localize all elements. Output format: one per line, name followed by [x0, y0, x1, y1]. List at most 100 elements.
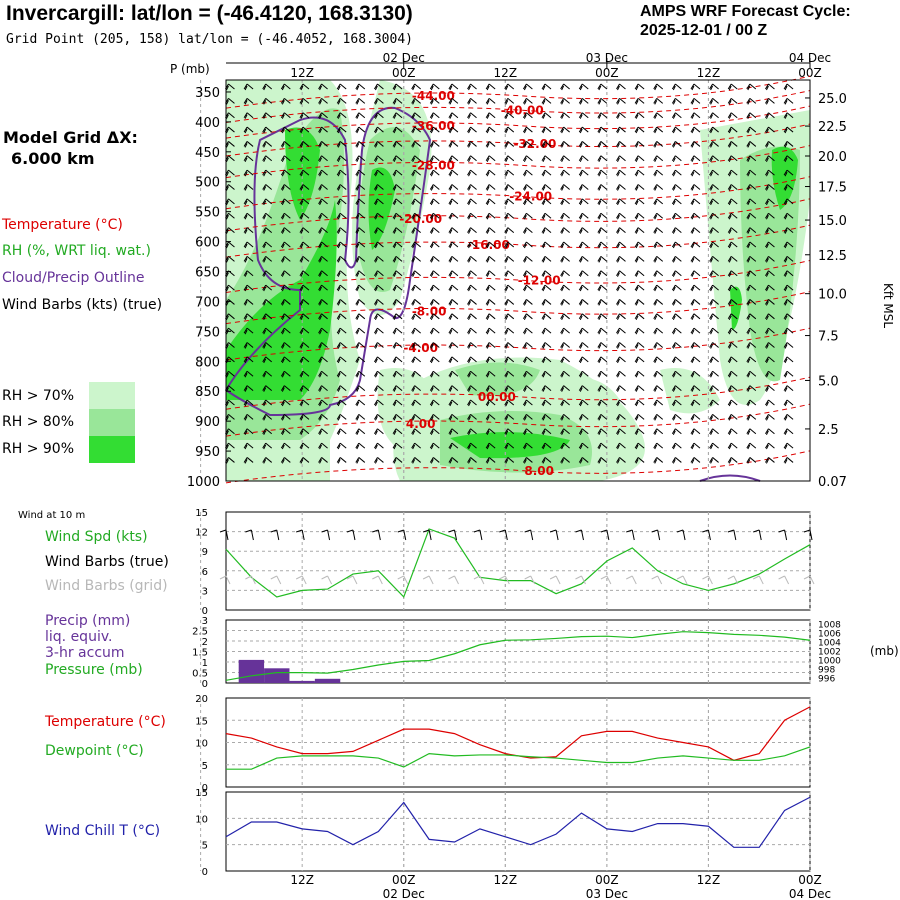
hour-label-top: 12Z	[697, 66, 721, 80]
wind-barb	[765, 270, 775, 277]
wind-barb	[541, 370, 552, 378]
wind-barb	[522, 342, 533, 349]
wind-barb	[541, 83, 552, 91]
wind-barb	[560, 299, 570, 306]
wind-barb	[634, 313, 645, 321]
wind-barb	[448, 141, 459, 148]
wind-barb	[373, 370, 384, 378]
wind-barb	[690, 413, 701, 421]
wind-barb	[299, 327, 310, 335]
wind-barb	[653, 327, 664, 335]
wind-barb	[280, 184, 291, 191]
wind-barb-grid	[727, 575, 739, 585]
wind-barb	[467, 97, 477, 105]
wind-barb	[616, 212, 626, 220]
wind-barb	[467, 169, 477, 177]
wind-barb	[560, 126, 570, 134]
wind-barb	[783, 270, 794, 277]
wind-barb	[541, 299, 552, 306]
model-grid-value: 6.000 km	[11, 149, 95, 168]
temp-dew-tick-label: 10	[195, 739, 208, 750]
wind-barb	[355, 83, 366, 91]
wind-barb	[392, 141, 403, 148]
wind-barb	[373, 413, 384, 421]
wind-barb-true	[524, 529, 534, 541]
wind-barb	[392, 342, 403, 349]
wind-barb	[616, 327, 626, 335]
wind-barb	[448, 442, 459, 450]
wind-barb	[597, 169, 608, 177]
wind-barb	[765, 212, 775, 220]
wind-barb	[616, 284, 626, 292]
hour-label-bottom: 12Z	[494, 873, 518, 887]
wind-barb	[522, 97, 533, 105]
wind-barb	[392, 112, 403, 119]
wind-barb	[355, 97, 366, 105]
height-tick-label: 0.07	[818, 475, 847, 490]
pressure-axis-label: P (mb)	[170, 62, 210, 76]
wind-barb	[690, 313, 701, 321]
wind-barb	[727, 198, 738, 206]
wind-barb	[392, 184, 403, 191]
wind-barb	[653, 126, 664, 134]
wind-barb	[392, 198, 403, 206]
wind-barb	[653, 313, 664, 321]
wind-barb-true	[499, 529, 508, 541]
wind-barb	[243, 385, 254, 392]
wind-barb	[522, 399, 533, 407]
wind-barb	[504, 255, 515, 263]
wind-barb	[746, 356, 757, 364]
legend-cloud-outline: Cloud/Precip Outline	[2, 270, 145, 286]
wind-barb	[262, 255, 273, 263]
wind-barb	[634, 126, 645, 134]
wind-barb	[597, 255, 608, 263]
wind-barb	[597, 141, 608, 148]
wind-barb	[243, 442, 254, 450]
wind-barb-grid	[346, 575, 358, 585]
wind-barb	[467, 342, 477, 349]
height-axis-label: Kft MSL	[881, 283, 895, 328]
wind-barb	[541, 442, 552, 450]
wind-barb	[336, 184, 347, 191]
wind-barb	[411, 126, 421, 134]
wind-barb-grid	[524, 575, 536, 585]
wind-barb	[522, 255, 533, 263]
wind-barb	[262, 155, 273, 163]
wind-barb	[485, 112, 496, 119]
forecast-cycle: AMPS WRF Forecast Cycle: 2025-12-01 / 00…	[640, 2, 851, 40]
wind-barb	[467, 457, 477, 464]
temperature-contour-label: 4.00	[406, 417, 436, 431]
wind-barb	[467, 370, 477, 378]
pressure-line	[225, 631, 811, 681]
wind-barb	[746, 255, 757, 263]
rh-level-80: RH > 80%	[2, 414, 75, 430]
wind-barb	[727, 342, 738, 349]
wind-barb	[560, 413, 570, 421]
temperature-contour-label: -20.00	[399, 212, 442, 226]
wind-barb	[616, 442, 626, 450]
wind-barb	[560, 227, 570, 234]
rh-level-70: RH > 70%	[2, 388, 75, 404]
wind-barb	[485, 385, 496, 392]
precip-bar	[314, 678, 341, 683]
wind-barb	[262, 112, 273, 119]
wind-barb	[522, 327, 533, 335]
grid-point-subtitle: Grid Point (205, 158) lat/lon = (-46.405…	[6, 32, 413, 47]
temperature-contour-label: -28.00	[412, 159, 455, 173]
wind-barb	[280, 241, 291, 249]
wind-barb	[522, 428, 533, 435]
wind-barb	[690, 255, 701, 263]
wind-barb	[280, 457, 291, 464]
wind-barb	[578, 83, 589, 91]
wind-barb	[467, 299, 477, 306]
wind-barb	[727, 126, 738, 134]
hour-label-top: 00Z	[392, 66, 416, 80]
wind-barb	[243, 270, 254, 277]
wind-barb	[429, 198, 440, 206]
pressure-tick-label: 1002	[818, 648, 841, 658]
wind-barb-grid	[702, 575, 713, 585]
pressure-tick-label: 450	[195, 146, 220, 161]
wind-barb-grid	[473, 575, 485, 585]
wind-barb	[653, 442, 664, 450]
